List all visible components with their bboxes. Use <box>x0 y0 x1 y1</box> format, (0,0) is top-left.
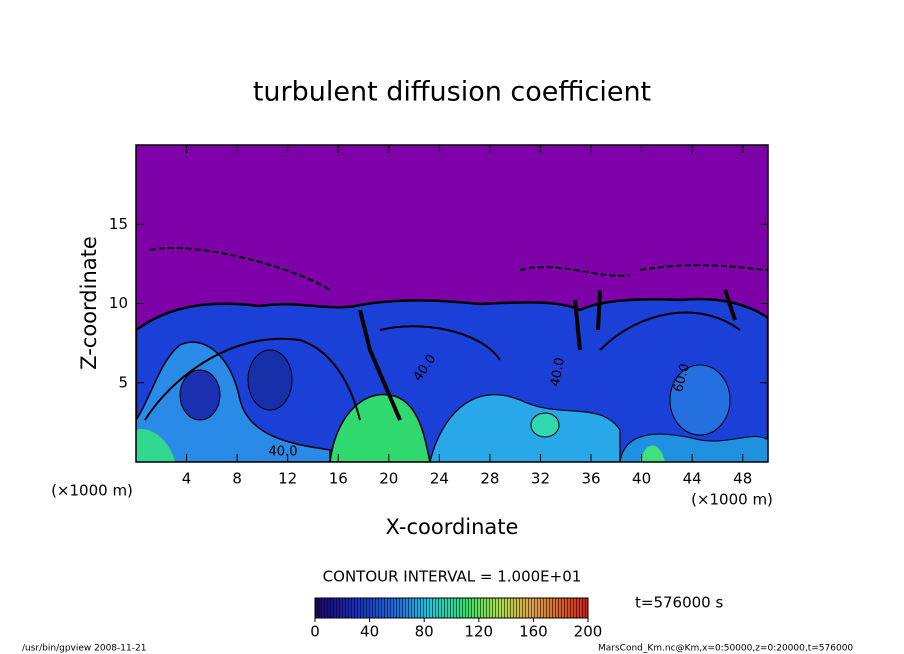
y-tick-label: 15 <box>109 215 128 233</box>
x-unit: (×1000 m) <box>691 491 773 509</box>
y-tick-label: 5 <box>118 373 128 391</box>
colorbar-tick-label: 160 <box>519 623 548 641</box>
x-tick-label: 28 <box>480 470 499 488</box>
contour-label: 60.0 <box>671 362 693 394</box>
x-axis-label: X-coordinate <box>386 515 519 539</box>
x-tick-label: 8 <box>232 470 242 488</box>
x-tick-label: 12 <box>278 470 297 488</box>
colorbar-title: CONTOUR INTERVAL = 1.000E+01 <box>323 568 582 586</box>
contour-field <box>136 145 768 462</box>
x-tick-label: 40 <box>632 470 651 488</box>
colorbar-tick-label: 120 <box>464 623 493 641</box>
x-tick-label: 16 <box>329 470 348 488</box>
x-tick-label: 44 <box>683 470 702 488</box>
contour-label: 40.0 <box>269 445 298 460</box>
colorbar-tick-label: 80 <box>415 623 434 641</box>
footer-right: MarsCond_Km.nc@Km,x=0:50000,z=0:20000,t=… <box>598 644 853 654</box>
x-tick-label: 36 <box>581 470 600 488</box>
contour-label: 40.0 <box>548 356 568 387</box>
colorbar-levels <box>314 597 589 619</box>
colorbar-tick-label: 40 <box>360 623 379 641</box>
x-tick-label: 24 <box>430 470 449 488</box>
chart-title: turbulent diffusion coefficient <box>253 77 651 108</box>
time-label: t=576000 s <box>635 594 723 612</box>
x-tick-label: 48 <box>733 470 752 488</box>
colorbar-tick-label: 200 <box>574 623 603 641</box>
y-unit: (×1000 m) <box>51 482 133 500</box>
y-axis-label: Z-coordinate <box>77 236 101 370</box>
colorbar-tick-label: 0 <box>310 623 320 641</box>
x-tick-label: 20 <box>379 470 398 488</box>
y-tick-label: 10 <box>109 294 128 312</box>
footer-left: /usr/bin/gpview 2008-11-21 <box>22 644 146 654</box>
x-tick-label: 32 <box>531 470 550 488</box>
x-tick-label: 4 <box>182 470 192 488</box>
